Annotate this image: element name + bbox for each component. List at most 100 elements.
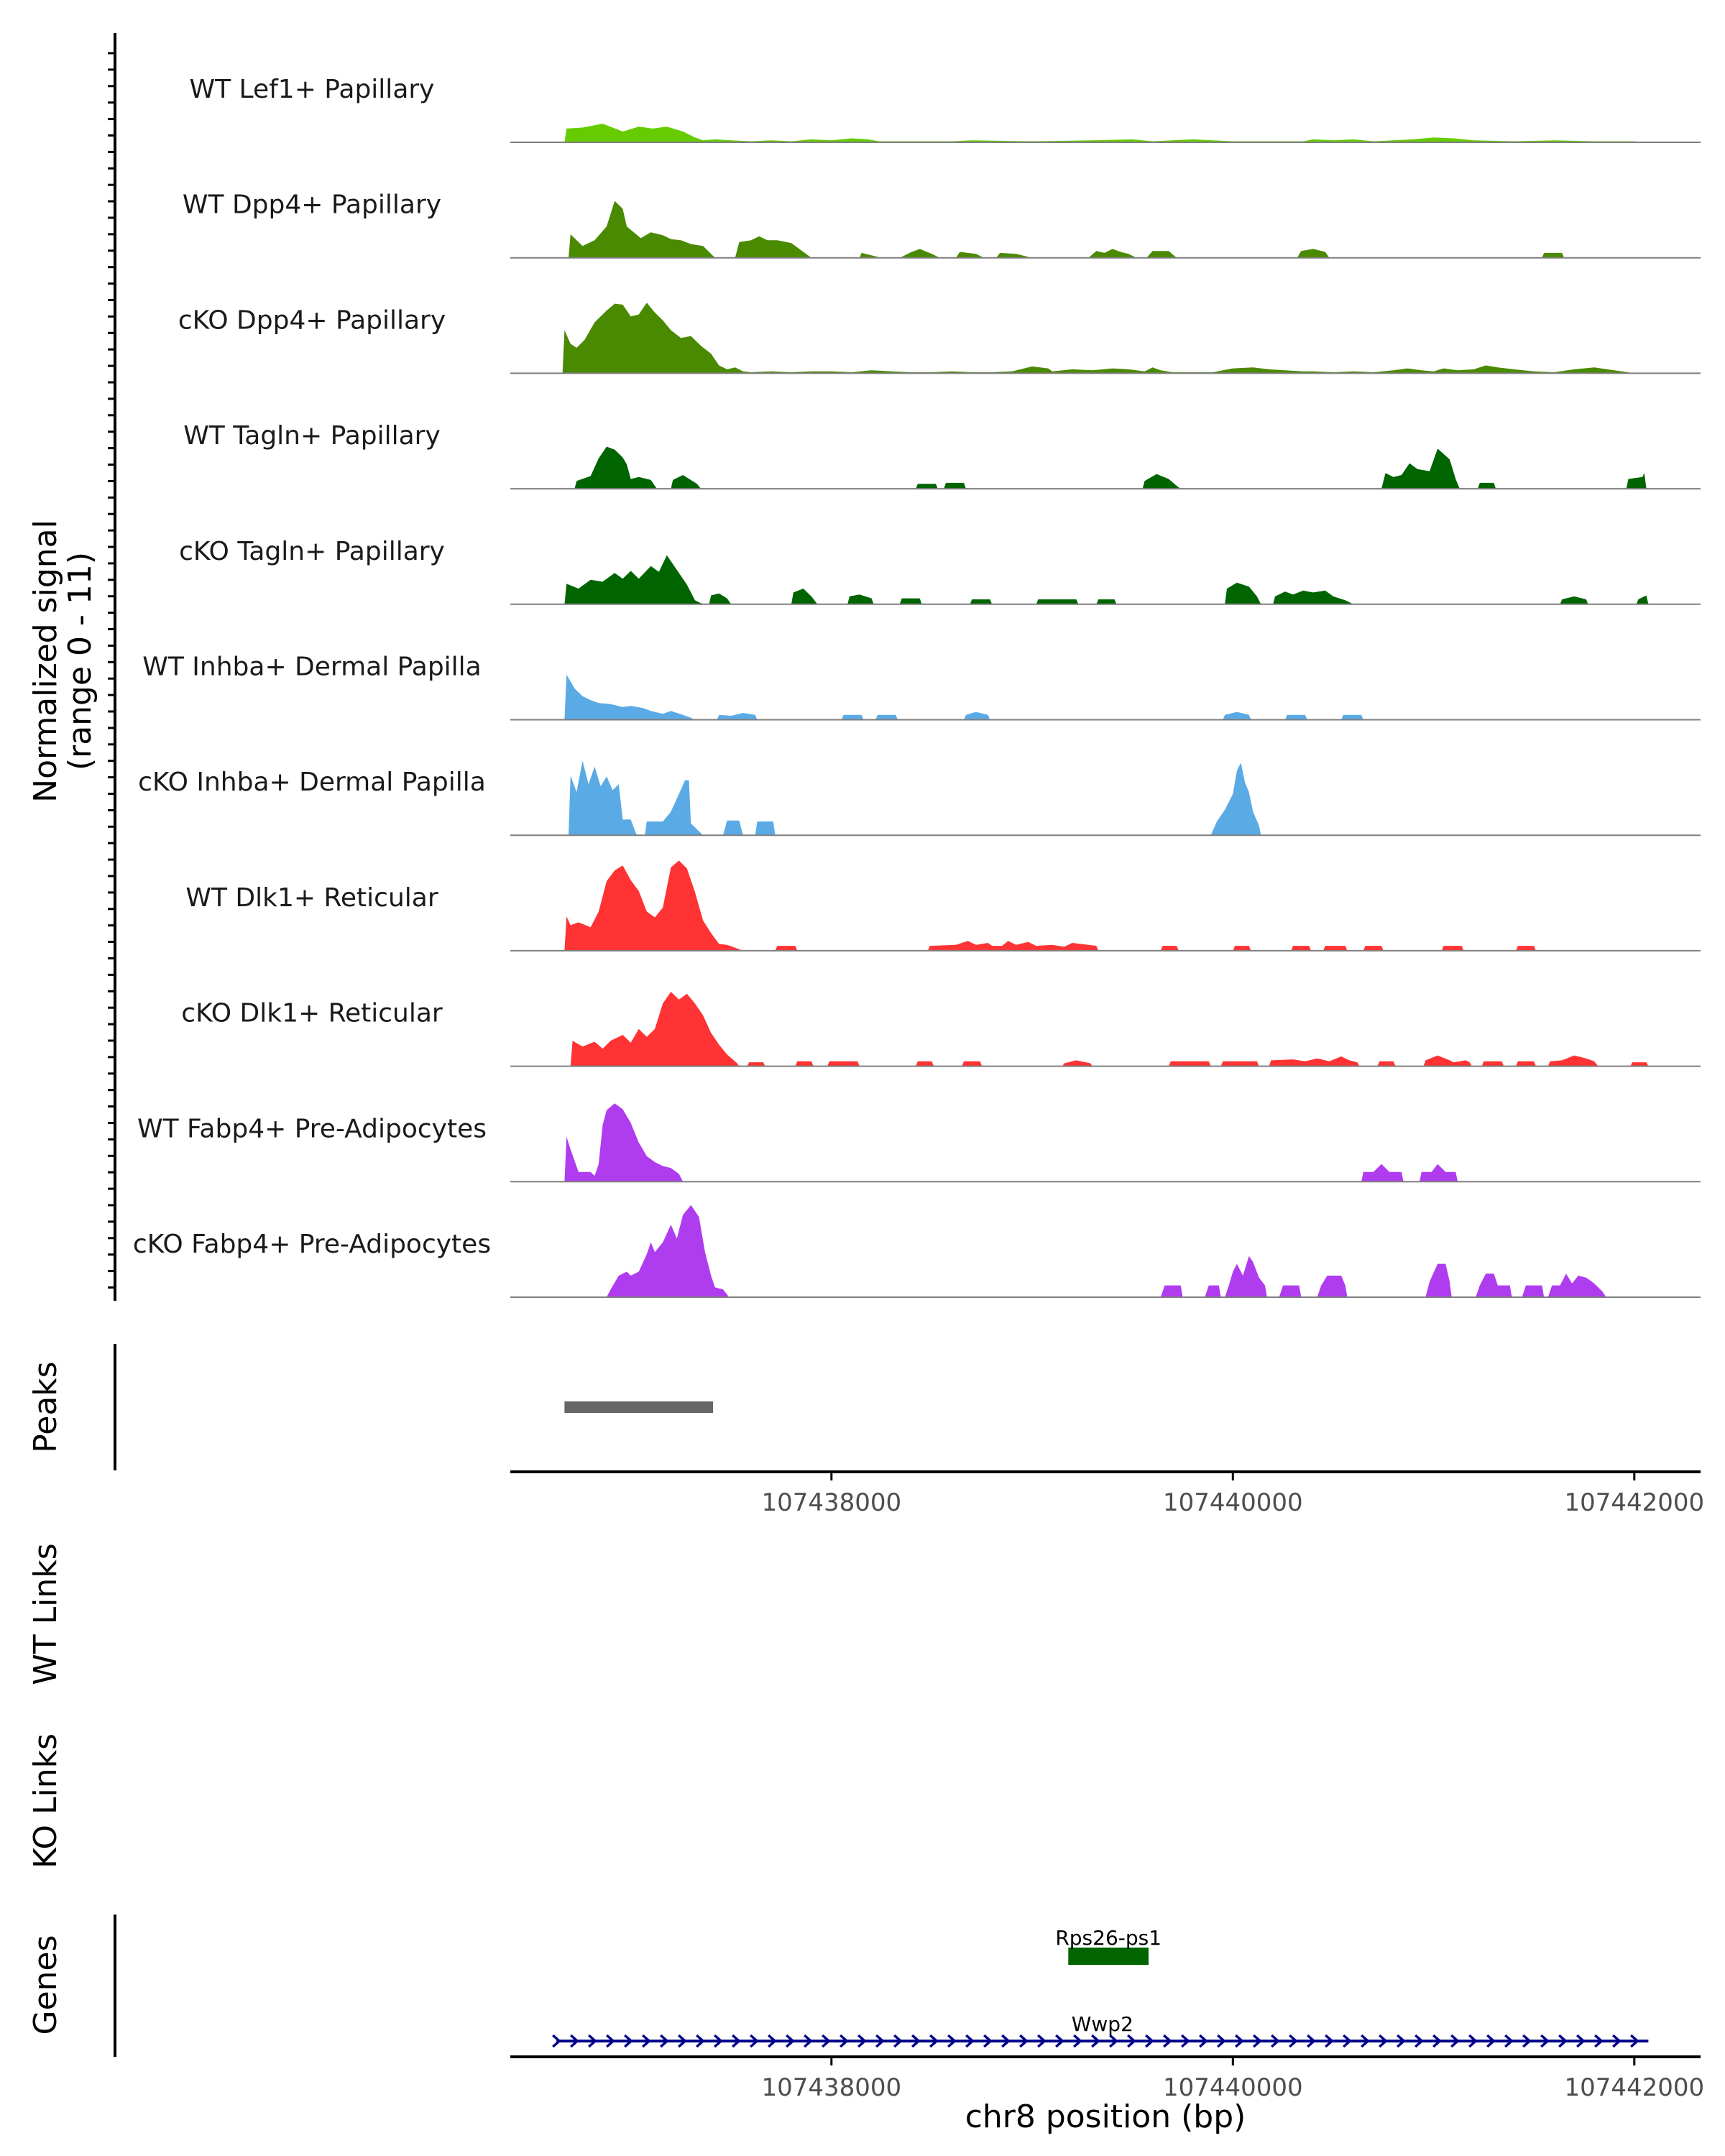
strand-arrow	[947, 2034, 957, 2048]
x-tick-label: 107442000	[1564, 1488, 1704, 1517]
strand-arrow	[1414, 2034, 1424, 2048]
strand-arrow	[732, 2034, 741, 2048]
strand-arrow	[983, 2034, 993, 2048]
track-label: WT Lef1+ Papillary	[190, 75, 435, 104]
strand-arrow	[714, 2034, 723, 2048]
wt-links-axis-label: WT Links	[27, 1543, 64, 1685]
strand-arrow	[1630, 2034, 1639, 2048]
track-label: WT Inhba+ Dermal Papilla	[142, 653, 481, 682]
strand-arrow	[1558, 2034, 1568, 2048]
gene-wwp2: Wwp2	[552, 2012, 1649, 2048]
track-9: WT Fabp4+ Pre-Adipocytes	[137, 1103, 1701, 1183]
signal-area	[564, 1103, 1458, 1182]
strand-arrow	[1199, 2034, 1208, 2048]
x-tick-label: 107440000	[1163, 2073, 1303, 2102]
track-0: WT Lef1+ Papillary	[190, 75, 1701, 143]
track-7: WT Dlk1+ Reticular	[185, 860, 1701, 952]
strand-arrow	[1486, 2034, 1496, 2048]
coverage-y-ticks	[108, 52, 115, 1289]
coverage-ylabel: Normalized signal (range 0 - 11)	[27, 520, 98, 803]
track-label: cKO Dlk1+ Reticular	[181, 999, 443, 1028]
gene-label: Rps26-ps1	[1055, 1926, 1162, 1950]
strand-arrow	[1235, 2034, 1244, 2048]
x-tick-label: 107438000	[761, 1488, 901, 1517]
track-8: cKO Dlk1+ Reticular	[181, 992, 1701, 1067]
track-label: cKO Dpp4+ Papillary	[178, 305, 446, 335]
strand-arrow	[1361, 2034, 1370, 2048]
signal-area	[607, 1204, 1606, 1297]
ylabel-line1: Normalized signal	[27, 520, 64, 803]
track-label: WT Dlk1+ Reticular	[185, 883, 438, 913]
x-axis-upper: 107438000 107440000 107442000	[510, 1470, 1704, 1517]
strand-arrow	[929, 2034, 939, 2048]
track-label: cKO Inhba+ Dermal Papilla	[138, 768, 486, 797]
track-label: WT Fabp4+ Pre-Adipocytes	[137, 1114, 487, 1143]
strand-arrow	[1576, 2034, 1586, 2048]
strand-arrow	[588, 2034, 597, 2048]
strand-arrow	[1594, 2034, 1604, 2048]
signal-area	[564, 555, 1649, 604]
strand-arrow	[804, 2034, 813, 2048]
peaks-axis-label: Peaks	[27, 1361, 64, 1452]
peaks-track	[564, 1401, 714, 1413]
track-5: WT Inhba+ Dermal Papilla	[142, 653, 1701, 721]
track-label: WT Dpp4+ Papillary	[183, 190, 441, 220]
strand-arrow	[840, 2034, 849, 2048]
signal-area	[570, 992, 1649, 1067]
strand-arrow	[1271, 2034, 1280, 2048]
strand-arrow	[911, 2034, 921, 2048]
gene-body	[1068, 1948, 1149, 1965]
strand-arrow	[1432, 2034, 1442, 2048]
strand-arrow	[857, 2034, 867, 2048]
signal-area	[564, 860, 1536, 951]
x-tick-label: 107442000	[1564, 2073, 1704, 2102]
signal-area	[562, 303, 1631, 374]
peak-bar	[564, 1401, 714, 1413]
track-3: WT Tagln+ Papillary	[183, 421, 1701, 490]
strand-arrow	[696, 2034, 705, 2048]
strand-arrow	[1019, 2034, 1029, 2048]
genes-track: Rps26-ps1 Wwp2	[552, 1926, 1649, 2048]
ylabel-line2: (range 0 - 11)	[62, 552, 98, 770]
track-4: cKO Tagln+ Papillary	[179, 537, 1701, 605]
strand-arrow	[893, 2034, 903, 2048]
gene-label: Wwp2	[1072, 2012, 1133, 2036]
strand-arrow	[786, 2034, 795, 2048]
x-axis-title: chr8 position (bp)	[965, 2099, 1246, 2135]
strand-arrow	[624, 2034, 633, 2048]
gene-rps26-ps1: Rps26-ps1	[1055, 1926, 1162, 1965]
track-label: WT Tagln+ Papillary	[183, 421, 441, 451]
signal-area	[564, 674, 1363, 720]
strand-arrow	[642, 2034, 651, 2048]
strand-arrow	[1109, 2034, 1118, 2048]
strand-arrow	[1504, 2034, 1514, 2048]
strand-arrow	[1540, 2034, 1550, 2048]
strand-arrow	[552, 2034, 561, 2048]
strand-arrow	[1145, 2034, 1154, 2048]
strand-arrow	[768, 2034, 777, 2048]
track-10: cKO Fabp4+ Pre-Adipocytes	[133, 1204, 1701, 1298]
strand-arrow	[1397, 2034, 1406, 2048]
strand-arrow	[1163, 2034, 1172, 2048]
strand-arrow	[750, 2034, 759, 2048]
signal-area	[564, 124, 1647, 142]
track-2: cKO Dpp4+ Papillary	[178, 303, 1701, 374]
strand-arrow	[1612, 2034, 1622, 2048]
strand-arrow	[1037, 2034, 1046, 2048]
strand-arrow	[875, 2034, 885, 2048]
strand-arrow	[965, 2034, 975, 2048]
strand-arrow	[1217, 2034, 1226, 2048]
signal-area	[574, 446, 1647, 489]
strand-arrow	[1289, 2034, 1298, 2048]
strand-arrow	[1055, 2034, 1064, 2048]
strand-arrow	[1325, 2034, 1334, 2048]
strand-arrow	[678, 2034, 687, 2048]
signal-area	[569, 201, 1565, 258]
x-tick-label: 107438000	[761, 2073, 901, 2102]
genes-axis-label: Genes	[27, 1935, 64, 2035]
strand-arrow	[1450, 2034, 1460, 2048]
strand-arrow	[606, 2034, 615, 2048]
strand-arrow	[822, 2034, 831, 2048]
